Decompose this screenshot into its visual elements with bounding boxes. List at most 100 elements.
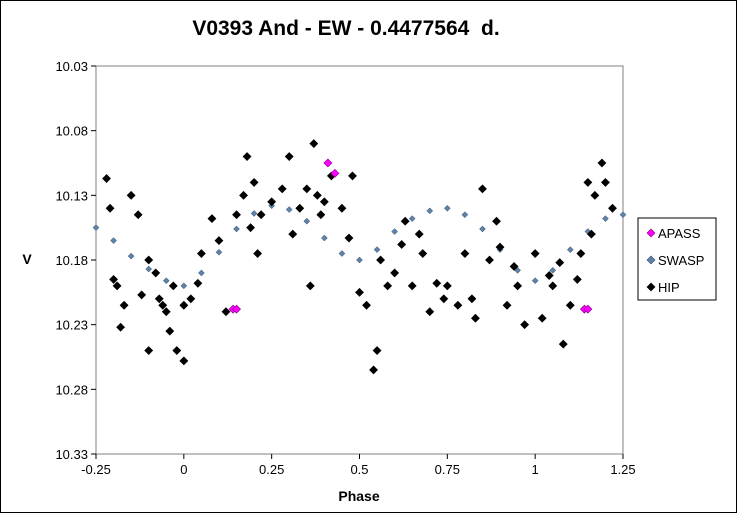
point-hip — [179, 356, 189, 366]
point-hip — [337, 203, 347, 213]
point-hip — [355, 287, 364, 297]
x-tick-label: 1.25 — [610, 462, 635, 477]
point-hip — [253, 249, 263, 258]
y-axis-title: V — [22, 251, 32, 267]
point-hip — [478, 184, 487, 194]
point-hip — [502, 300, 512, 310]
point-hip — [608, 203, 617, 213]
series-apass — [228, 158, 593, 314]
x-tick-label: -0.25 — [81, 462, 111, 477]
point-hip — [179, 300, 189, 310]
point-hip — [144, 255, 154, 265]
point-hip — [154, 294, 164, 304]
point-hip — [576, 249, 586, 258]
point-apass — [232, 304, 241, 314]
point-swasp — [233, 225, 240, 233]
point-hip — [400, 216, 410, 226]
point-swasp — [338, 250, 346, 257]
point-hip — [312, 190, 322, 200]
point-hip — [548, 281, 558, 291]
point-swasp — [602, 215, 609, 222]
point-hip — [186, 294, 196, 304]
point-hip — [196, 249, 206, 258]
point-hip — [109, 274, 118, 284]
point-hip — [397, 240, 407, 249]
point-hip — [372, 346, 382, 355]
point-swasp — [373, 246, 381, 254]
point-swasp — [215, 248, 223, 256]
point-hip — [418, 249, 428, 258]
x-tick-label: 1 — [532, 462, 539, 477]
point-hip — [256, 210, 266, 220]
point-hip — [242, 152, 252, 161]
y-tick-label: 10.28 — [55, 382, 88, 397]
point-hip — [144, 346, 154, 355]
point-hip — [425, 307, 435, 317]
point-hip — [520, 320, 530, 330]
point-apass — [323, 158, 333, 168]
point-swasp — [92, 224, 100, 232]
x-axis-ticks: -0.25 0 0.25 0.5 0.75 1 1.25 — [81, 454, 636, 477]
y-tick-label: 10.33 — [55, 447, 88, 462]
point-swasp — [127, 252, 135, 260]
point-hip — [537, 313, 547, 323]
point-swasp — [443, 204, 451, 212]
point-swasp — [408, 215, 416, 222]
point-hip — [232, 210, 241, 220]
point-hip — [112, 281, 122, 291]
point-swasp — [110, 237, 117, 244]
point-hip — [267, 197, 277, 207]
point-swasp — [531, 277, 539, 285]
point-hip — [376, 255, 386, 265]
point-hip — [414, 229, 424, 239]
point-hip — [509, 262, 519, 271]
point-hip — [544, 271, 554, 280]
point-hip — [168, 281, 178, 291]
y-tick-label: 10.18 — [55, 253, 88, 268]
point-hip — [485, 255, 494, 265]
y-tick-label: 10.23 — [55, 318, 88, 333]
point-hip — [207, 214, 217, 224]
y-tick-label: 10.13 — [55, 188, 88, 203]
x-tick-label: 0.25 — [259, 462, 284, 477]
point-hip — [348, 171, 357, 181]
point-swasp — [198, 269, 205, 277]
legend-label-apass: APASS — [658, 226, 701, 241]
point-hip — [530, 249, 540, 258]
point-hip — [239, 190, 248, 200]
point-hip — [601, 177, 610, 187]
point-hip — [126, 190, 136, 200]
legend-label-hip: HIP — [658, 280, 680, 295]
point-hip — [319, 197, 329, 207]
series-swasp — [92, 202, 627, 290]
point-hip — [439, 294, 449, 304]
point-hip — [302, 184, 312, 194]
point-hip — [555, 258, 565, 268]
point-swasp — [426, 207, 434, 215]
point-hip — [309, 139, 319, 149]
point-swasp — [391, 228, 398, 235]
x-axis-title: Phase — [338, 488, 379, 504]
point-hip — [295, 203, 305, 213]
point-hip — [442, 281, 452, 291]
point-hip — [193, 278, 203, 288]
y-axis-ticks: 10.03 10.08 10.13 10.18 10.23 10.28 10.33 — [55, 59, 96, 462]
point-hip — [390, 268, 400, 278]
point-hip — [344, 233, 354, 243]
point-swasp — [619, 211, 627, 219]
point-hip — [288, 229, 298, 239]
x-tick-label: 0 — [180, 462, 187, 477]
point-hip — [105, 203, 115, 213]
point-swasp — [549, 266, 557, 274]
point-hip — [221, 307, 231, 317]
point-hip — [249, 177, 259, 187]
legend-marker-hip — [646, 282, 656, 292]
point-hip — [305, 281, 315, 291]
point-swasp — [250, 210, 258, 217]
series-hip — [102, 139, 617, 375]
point-hip — [407, 281, 417, 291]
point-hip — [453, 300, 463, 310]
point-hip — [172, 346, 182, 355]
